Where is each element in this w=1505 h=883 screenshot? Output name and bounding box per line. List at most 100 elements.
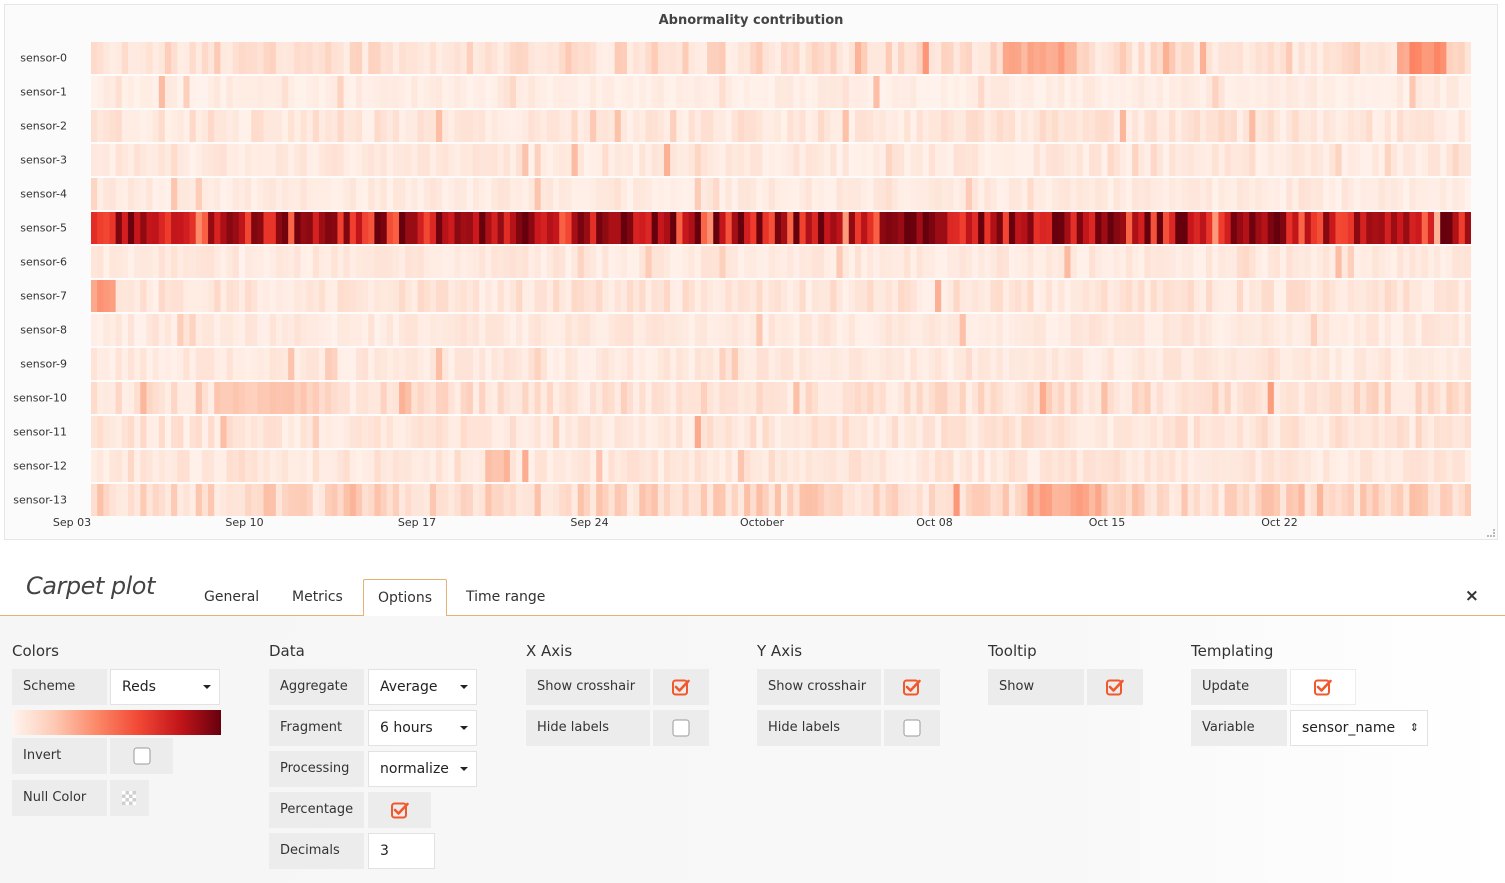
heatmap-cell[interactable]	[1335, 76, 1343, 108]
heatmap-cell[interactable]	[263, 416, 271, 448]
heatmap-cell[interactable]	[781, 416, 788, 448]
heatmap-cell[interactable]	[1421, 110, 1429, 142]
heatmap-cell[interactable]	[787, 42, 794, 74]
heatmap-cell[interactable]	[1193, 178, 1201, 210]
heatmap-cell[interactable]	[602, 484, 609, 516]
heatmap-cell[interactable]	[1273, 484, 1281, 516]
heatmap-cell[interactable]	[417, 76, 425, 108]
heatmap-cell[interactable]	[971, 416, 979, 448]
heatmap-cell[interactable]	[645, 144, 653, 176]
heatmap-cell[interactable]	[97, 484, 104, 516]
heatmap-cell[interactable]	[195, 348, 203, 380]
heatmap-cell[interactable]	[774, 280, 782, 312]
heatmap-cell[interactable]	[910, 416, 917, 448]
heatmap-cell[interactable]	[1156, 416, 1164, 448]
heatmap-cell[interactable]	[559, 450, 566, 482]
heatmap-cell[interactable]	[509, 212, 517, 244]
heatmap-cell[interactable]	[1323, 314, 1330, 346]
heatmap-cell[interactable]	[325, 382, 332, 414]
heatmap-cell[interactable]	[91, 144, 98, 176]
heatmap-cell[interactable]	[608, 450, 616, 482]
heatmap-cell[interactable]	[824, 382, 831, 414]
heatmap-cell[interactable]	[528, 246, 535, 278]
heatmap-cell[interactable]	[719, 450, 726, 482]
heatmap-cell[interactable]	[1175, 416, 1182, 448]
heatmap-cell[interactable]	[965, 76, 973, 108]
heatmap-cell[interactable]	[1353, 280, 1361, 312]
heatmap-cell[interactable]	[275, 76, 283, 108]
heatmap-cell[interactable]	[830, 178, 837, 210]
heatmap-cell[interactable]	[1267, 110, 1275, 142]
heatmap-cell[interactable]	[1206, 246, 1213, 278]
heatmap-cell[interactable]	[559, 212, 566, 244]
heatmap-cell[interactable]	[1107, 76, 1115, 108]
heatmap-cell[interactable]	[1390, 178, 1398, 210]
heatmap-cell[interactable]	[97, 382, 104, 414]
heatmap-cell[interactable]	[226, 110, 234, 142]
heatmap-cell[interactable]	[1089, 484, 1096, 516]
heatmap-cell[interactable]	[201, 42, 209, 74]
heatmap-cell[interactable]	[1366, 144, 1373, 176]
heatmap-cell[interactable]	[1212, 382, 1219, 414]
heatmap-cell[interactable]	[1119, 144, 1127, 176]
heatmap-cell[interactable]	[214, 42, 221, 74]
heatmap-cell[interactable]	[1218, 246, 1225, 278]
heatmap-cell[interactable]	[1353, 450, 1361, 482]
heatmap-cell[interactable]	[454, 144, 462, 176]
heatmap-cell[interactable]	[1310, 144, 1318, 176]
heatmap-cell[interactable]	[1162, 280, 1170, 312]
heatmap-cell[interactable]	[436, 246, 443, 278]
heatmap-cell[interactable]	[663, 382, 671, 414]
heatmap-cell[interactable]	[146, 178, 154, 210]
heatmap-cell[interactable]	[1144, 382, 1152, 414]
heatmap-cell[interactable]	[183, 382, 190, 414]
heatmap-cell[interactable]	[177, 280, 184, 312]
heatmap-cell[interactable]	[848, 246, 856, 278]
heatmap-cell[interactable]	[1052, 212, 1059, 244]
heatmap-cell[interactable]	[577, 246, 585, 278]
heatmap-cell[interactable]	[1107, 212, 1115, 244]
heatmap-cell[interactable]	[1341, 280, 1349, 312]
heatmap-cell[interactable]	[774, 76, 782, 108]
heatmap-cell[interactable]	[744, 76, 751, 108]
heatmap-cell[interactable]	[1280, 110, 1287, 142]
heatmap-cell[interactable]	[614, 416, 622, 448]
heatmap-cell[interactable]	[1045, 42, 1053, 74]
heatmap-cell[interactable]	[891, 382, 899, 414]
heatmap-cell[interactable]	[571, 484, 579, 516]
heatmap-cell[interactable]	[1138, 212, 1145, 244]
heatmap-cell[interactable]	[392, 178, 400, 210]
heatmap-cell[interactable]	[590, 450, 597, 482]
heatmap-cell[interactable]	[1138, 42, 1145, 74]
heatmap-cell[interactable]	[226, 382, 234, 414]
heatmap-cell[interactable]	[251, 76, 258, 108]
heatmap-cell[interactable]	[1033, 484, 1041, 516]
heatmap-cell[interactable]	[300, 348, 308, 380]
heatmap-cell[interactable]	[251, 314, 258, 346]
heatmap-cell[interactable]	[725, 382, 733, 414]
heatmap-cell[interactable]	[891, 348, 899, 380]
heatmap-cell[interactable]	[306, 484, 314, 516]
heatmap-cell[interactable]	[830, 484, 837, 516]
heatmap-cell[interactable]	[1378, 42, 1386, 74]
heatmap-cell[interactable]	[670, 76, 677, 108]
heatmap-cell[interactable]	[762, 76, 770, 108]
heatmap-cell[interactable]	[183, 110, 190, 142]
heatmap-cell[interactable]	[220, 178, 227, 210]
heatmap-cell[interactable]	[1415, 348, 1423, 380]
heatmap-cell[interactable]	[916, 484, 924, 516]
heatmap-cell[interactable]	[374, 110, 381, 142]
heatmap-cell[interactable]	[374, 416, 381, 448]
heatmap-cell[interactable]	[737, 246, 745, 278]
heatmap-cell[interactable]	[1206, 178, 1213, 210]
heatmap-cell[interactable]	[1434, 212, 1441, 244]
x-hide-labels-checkbox[interactable]	[672, 719, 690, 737]
heatmap-cell[interactable]	[1409, 382, 1416, 414]
heatmap-cell[interactable]	[1162, 348, 1170, 380]
heatmap-cell[interactable]	[688, 144, 696, 176]
heatmap-cell[interactable]	[1458, 382, 1466, 414]
heatmap-cell[interactable]	[965, 450, 973, 482]
heatmap-cell[interactable]	[1076, 144, 1084, 176]
heatmap-cell[interactable]	[485, 246, 492, 278]
heatmap-cell[interactable]	[1039, 450, 1047, 482]
